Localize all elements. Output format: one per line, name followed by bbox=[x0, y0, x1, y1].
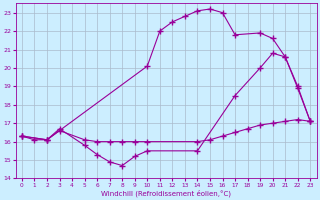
X-axis label: Windchill (Refroidissement éolien,°C): Windchill (Refroidissement éolien,°C) bbox=[101, 189, 231, 197]
